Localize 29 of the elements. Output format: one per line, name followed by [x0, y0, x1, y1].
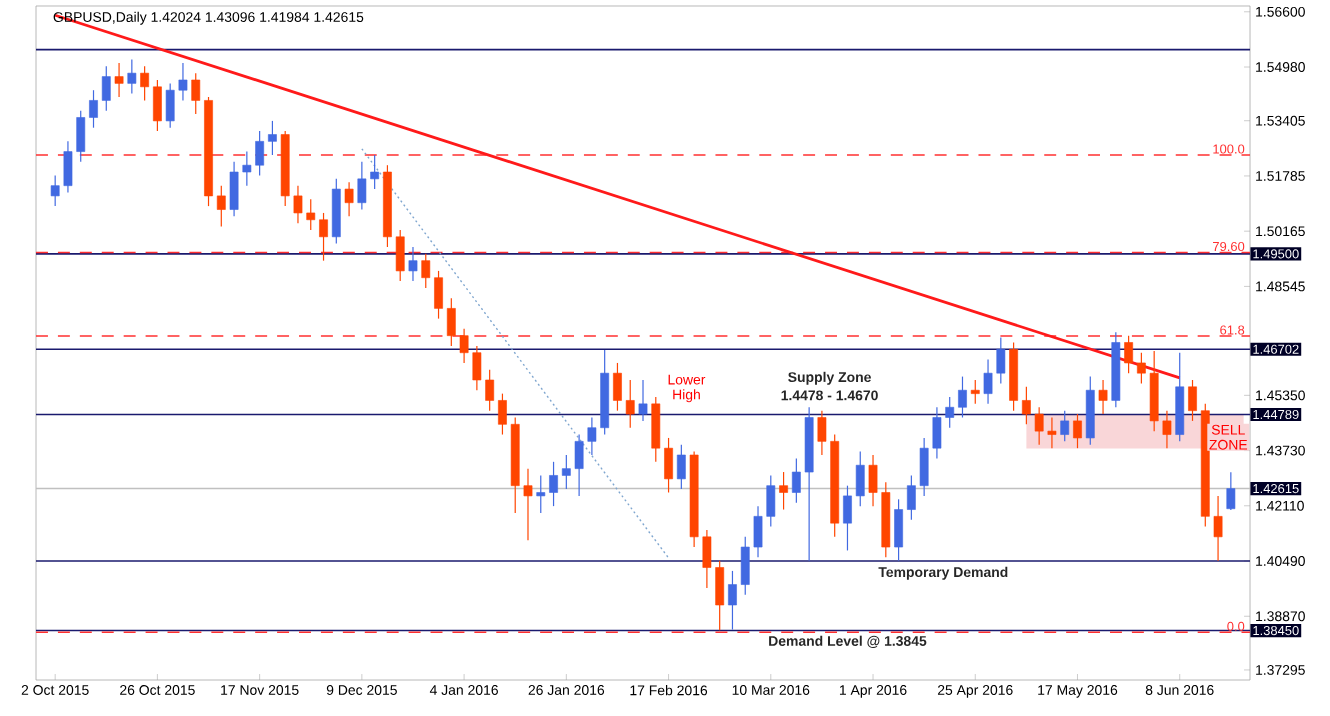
candlestick	[958, 375, 967, 419]
candlestick	[1060, 410, 1070, 442]
candlestick	[638, 379, 648, 422]
candlestick	[344, 181, 354, 217]
candlestick	[1124, 335, 1133, 374]
candlestick	[127, 58, 137, 95]
candlestick	[1085, 375, 1095, 446]
candlestick	[268, 120, 277, 156]
candlestick	[408, 246, 418, 282]
candlestick	[140, 65, 150, 102]
candlestick	[153, 79, 162, 132]
candlestick	[1226, 471, 1236, 511]
candlestick	[89, 89, 98, 129]
candlestick	[191, 72, 201, 115]
candlestick	[970, 379, 980, 405]
candlestick	[114, 62, 124, 98]
candlestick	[331, 178, 341, 245]
candlestick	[676, 444, 686, 490]
candlestick	[855, 450, 865, 507]
candlestick	[1098, 379, 1108, 415]
candlestick	[1073, 413, 1082, 449]
candlestick	[1188, 379, 1197, 422]
candlestick	[319, 212, 328, 262]
candlestick	[894, 498, 903, 562]
candlestick	[1175, 352, 1185, 442]
candlestick	[101, 65, 111, 112]
candlestick	[779, 471, 788, 511]
candlestick	[843, 485, 852, 552]
candlestick	[216, 185, 226, 228]
